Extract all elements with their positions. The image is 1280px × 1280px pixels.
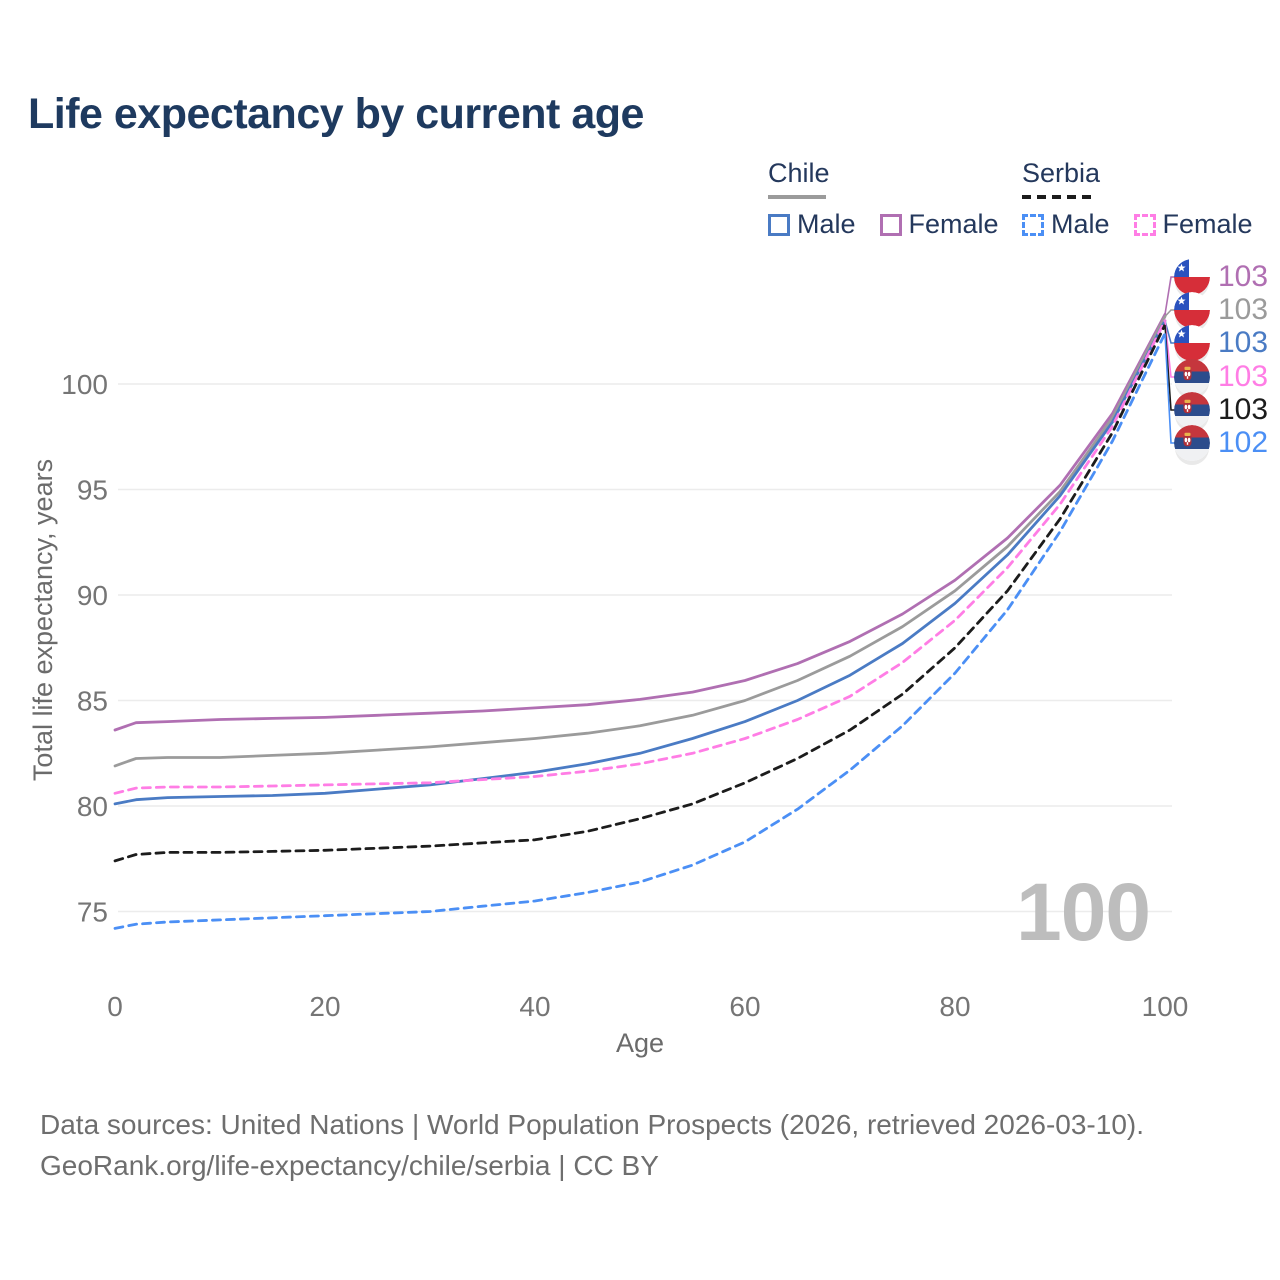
series-line-chile-both-sexes	[113, 315, 1167, 768]
page-title: Life expectancy by current age	[28, 90, 644, 138]
x-tick-label-60: 60	[729, 991, 760, 1022]
end-label-row: 103	[1174, 325, 1268, 361]
x-tick-label-20: 20	[309, 991, 340, 1022]
age-counter-watermark: 100	[1016, 867, 1151, 958]
y-tick-label-75: 75	[77, 897, 108, 928]
serbia-female-swatch-icon	[1133, 213, 1156, 236]
footer-attribution: GeoRank.org/life-expectancy/chile/serbia…	[40, 1150, 659, 1181]
series-line-serbia-male	[113, 332, 1167, 930]
x-tick-label-80: 80	[939, 991, 970, 1022]
end-label-value: 103	[1218, 360, 1269, 393]
x-tick-label-100: 100	[1142, 991, 1189, 1022]
legend-group-chile: Chile Male Female	[768, 158, 1023, 240]
y-tick-label-95: 95	[77, 475, 108, 506]
legend-items-serbia: Male Female	[1022, 209, 1277, 240]
series-line-serbia-both-sexes	[113, 323, 1167, 863]
legend-label-chile-female: Female	[908, 209, 999, 239]
end-label-row: 103	[1174, 259, 1268, 295]
y-tick-label-80: 80	[77, 791, 108, 822]
footer: Data sources: United Nations | World Pop…	[40, 1104, 1144, 1186]
legend-country-chile: Chile	[768, 158, 830, 188]
legend-item-serbia-female[interactable]: Female	[1133, 209, 1253, 240]
y-tick-label-90: 90	[77, 580, 108, 611]
series-line-chile-female	[113, 313, 1167, 732]
legend-label-serbia-female: Female	[1162, 209, 1253, 239]
end-label-value: 103	[1218, 260, 1269, 293]
x-axis-title: Age	[616, 1028, 664, 1058]
end-label-value: 103	[1218, 326, 1269, 359]
series-line-chile-male	[113, 319, 1167, 806]
legend-group-serbia: Serbia Male Female	[1022, 158, 1277, 240]
legend-item-serbia-male[interactable]: Male	[1022, 209, 1110, 240]
end-label-row: 103	[1174, 292, 1268, 328]
end-label-row: 103	[1174, 392, 1268, 428]
end-label-value: 103	[1218, 393, 1269, 426]
legend-item-chile-male[interactable]: Male	[768, 209, 856, 240]
footer-data-sources: Data sources: United Nations | World Pop…	[40, 1109, 1145, 1140]
serbia-male-swatch-icon	[1022, 213, 1044, 236]
serbia-flag-icon	[1174, 392, 1210, 428]
end-label-value: 102	[1218, 426, 1269, 459]
end-label-value: 103	[1218, 293, 1269, 326]
legend-underline-chile-solid	[768, 195, 826, 199]
y-axis-title: Total life expectancy, years	[28, 459, 58, 781]
y-tick-label-85: 85	[77, 686, 108, 717]
legend-item-chile-female[interactable]: Female	[879, 209, 999, 240]
legend-label-chile-male: Male	[797, 209, 856, 239]
legend-country-serbia: Serbia	[1022, 158, 1101, 188]
series-line-serbia-female	[113, 319, 1167, 795]
serbia-flag-icon	[1174, 359, 1210, 395]
x-tick-label-40: 40	[519, 991, 550, 1022]
legend-label-serbia-male: Male	[1051, 209, 1110, 239]
chile-flag-icon	[1174, 292, 1210, 328]
y-tick-label-100: 100	[61, 369, 108, 400]
serbia-flag-icon	[1174, 425, 1210, 461]
legend-items-chile: Male Female	[768, 209, 1023, 240]
end-label-row: 102	[1174, 425, 1268, 461]
chile-female-swatch-icon	[879, 213, 902, 236]
chile-male-swatch-icon	[768, 213, 790, 236]
end-label-row: 103	[1174, 359, 1268, 395]
legend-underline-serbia-dashed	[1022, 195, 1094, 199]
chile-flag-icon	[1174, 259, 1210, 295]
x-tick-label-0: 0	[107, 991, 123, 1022]
line-chart-plot: 75 80 85 90 95 100 0 20 40 60 80 100 Age Total life e…	[28, 276, 1189, 1058]
chile-flag-icon	[1174, 325, 1210, 361]
